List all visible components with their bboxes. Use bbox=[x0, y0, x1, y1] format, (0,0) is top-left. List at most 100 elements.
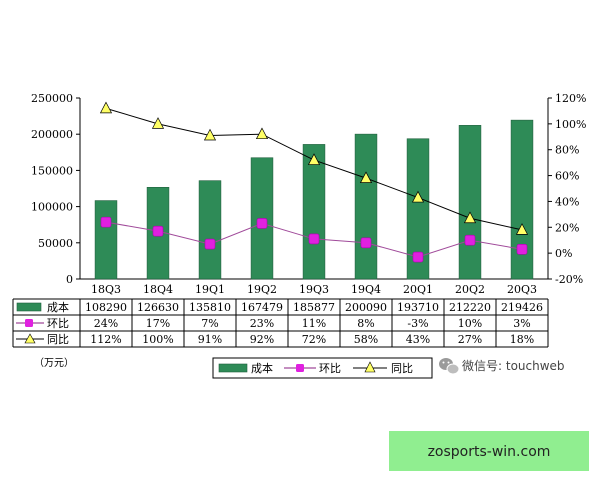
table-cell: 11% bbox=[302, 317, 326, 330]
right-tick-label: 80% bbox=[555, 144, 579, 157]
table-cell: 17% bbox=[146, 317, 170, 330]
point-marker bbox=[516, 243, 528, 255]
data-table: 成本 108290 126630 135810 167479 185877 200090 19… bbox=[12, 298, 549, 348]
category-label: 19Q2 bbox=[247, 283, 277, 296]
point-marker bbox=[515, 223, 529, 235]
category-label: 18Q4 bbox=[143, 283, 173, 296]
point-marker bbox=[463, 211, 477, 224]
legend-label: 同比 bbox=[391, 362, 413, 375]
table-key-marker bbox=[25, 319, 33, 327]
category-label: 20Q2 bbox=[455, 283, 485, 296]
table-cell: 92% bbox=[250, 333, 274, 346]
point-marker bbox=[255, 127, 269, 140]
right-tick-label: 100% bbox=[555, 118, 586, 131]
table-cell: 219426 bbox=[501, 301, 543, 314]
bar bbox=[406, 138, 430, 280]
table-cell: 10% bbox=[458, 317, 482, 330]
wechat-icon bbox=[439, 358, 460, 375]
legend-label: 成本 bbox=[251, 361, 273, 375]
left-y-axis: 0 50000 100000 150000 200000 250000 bbox=[31, 92, 80, 286]
right-tick-label: 120% bbox=[555, 92, 586, 105]
bar-series: 18Q3 18Q4 19Q1 19Q2 19Q3 19Q4 20Q1 20Q2 20Q3 bbox=[91, 119, 537, 296]
point-marker bbox=[308, 233, 320, 245]
banner-background[interactable] bbox=[389, 431, 589, 471]
right-tick-label: 0% bbox=[555, 247, 572, 260]
right-tick-label: 40% bbox=[555, 195, 579, 208]
table-row-name: 成本 bbox=[47, 300, 69, 314]
right-tick-label: 20% bbox=[555, 221, 579, 234]
bar bbox=[302, 144, 326, 280]
left-tick-label: 150000 bbox=[31, 164, 73, 177]
right-tick-label: 60% bbox=[555, 170, 579, 183]
table-cell: 200090 bbox=[345, 301, 387, 314]
right-y-axis: -20% 0% 20% 40% 60% 80% 100% 120% bbox=[548, 92, 586, 286]
point-marker bbox=[411, 190, 425, 203]
point-marker bbox=[359, 171, 373, 184]
legend-key-bar bbox=[218, 363, 248, 373]
table-cell: 43% bbox=[406, 333, 430, 346]
table-key-bar bbox=[16, 302, 42, 312]
table-cell: 8% bbox=[357, 317, 374, 330]
bar bbox=[94, 200, 118, 280]
category-label: 20Q1 bbox=[403, 283, 433, 296]
category-label: 19Q4 bbox=[351, 283, 381, 296]
bar bbox=[354, 133, 378, 280]
table-cell: 18% bbox=[510, 333, 534, 346]
point-marker bbox=[203, 128, 217, 141]
table-key-marker bbox=[24, 333, 36, 344]
legend-key-marker bbox=[296, 364, 304, 372]
point-marker bbox=[100, 216, 112, 228]
legend-label: 环比 bbox=[319, 362, 341, 375]
category-label: 20Q3 bbox=[507, 283, 537, 296]
left-tick-label: 200000 bbox=[31, 128, 73, 141]
category-label: 18Q3 bbox=[91, 283, 121, 296]
table-cell: -3% bbox=[407, 317, 428, 330]
right-tick-label: -20% bbox=[555, 273, 583, 286]
legend-key-marker bbox=[364, 361, 376, 373]
category-label: 19Q1 bbox=[195, 283, 225, 296]
line-series bbox=[99, 101, 529, 263]
point-marker bbox=[464, 234, 476, 246]
bar bbox=[458, 125, 482, 280]
table-cell: 135810 bbox=[189, 301, 231, 314]
point-marker bbox=[99, 101, 113, 114]
table-cell: 212220 bbox=[449, 301, 491, 314]
bar bbox=[510, 119, 534, 280]
table-cell: 23% bbox=[250, 317, 274, 330]
table-cell: 72% bbox=[302, 333, 326, 346]
left-tick-label: 0 bbox=[66, 273, 73, 286]
point-marker bbox=[152, 225, 164, 237]
table-cell: 24% bbox=[94, 317, 118, 330]
unit-label: （万元） bbox=[34, 357, 74, 369]
table-cell: 3% bbox=[513, 317, 530, 330]
banner[interactable]: zosports-win.com bbox=[389, 431, 589, 471]
table-cell: 185877 bbox=[293, 301, 335, 314]
left-tick-label: 50000 bbox=[38, 237, 73, 250]
table-cell: 100% bbox=[142, 333, 173, 346]
table-cell: 108290 bbox=[85, 301, 127, 314]
table-cell: 193710 bbox=[397, 301, 439, 314]
watermark: 微信号: touchweb bbox=[439, 358, 565, 375]
table-cell: 126630 bbox=[137, 301, 179, 314]
table-cell: 7% bbox=[201, 317, 218, 330]
table-cell: 27% bbox=[458, 333, 482, 346]
left-tick-label: 100000 bbox=[31, 201, 73, 214]
legend: 成本 环比 同比 bbox=[212, 357, 433, 379]
table-cell: 91% bbox=[198, 333, 222, 346]
point-marker bbox=[360, 237, 372, 249]
table-cell: 167479 bbox=[241, 301, 283, 314]
point-marker bbox=[307, 153, 321, 165]
banner-text[interactable]: zosports-win.com bbox=[428, 444, 551, 460]
point-marker bbox=[151, 117, 165, 129]
point-marker bbox=[204, 238, 216, 250]
bar bbox=[198, 180, 222, 280]
table-cell: 112% bbox=[90, 333, 121, 346]
legend-box bbox=[212, 357, 433, 379]
table-row-name: 同比 bbox=[47, 333, 69, 346]
watermark-text: 微信号: touchweb bbox=[462, 359, 565, 373]
point-marker bbox=[256, 218, 268, 229]
table-row-name: 环比 bbox=[47, 317, 69, 330]
left-tick-label: 250000 bbox=[31, 92, 73, 105]
category-label: 19Q3 bbox=[299, 283, 329, 296]
